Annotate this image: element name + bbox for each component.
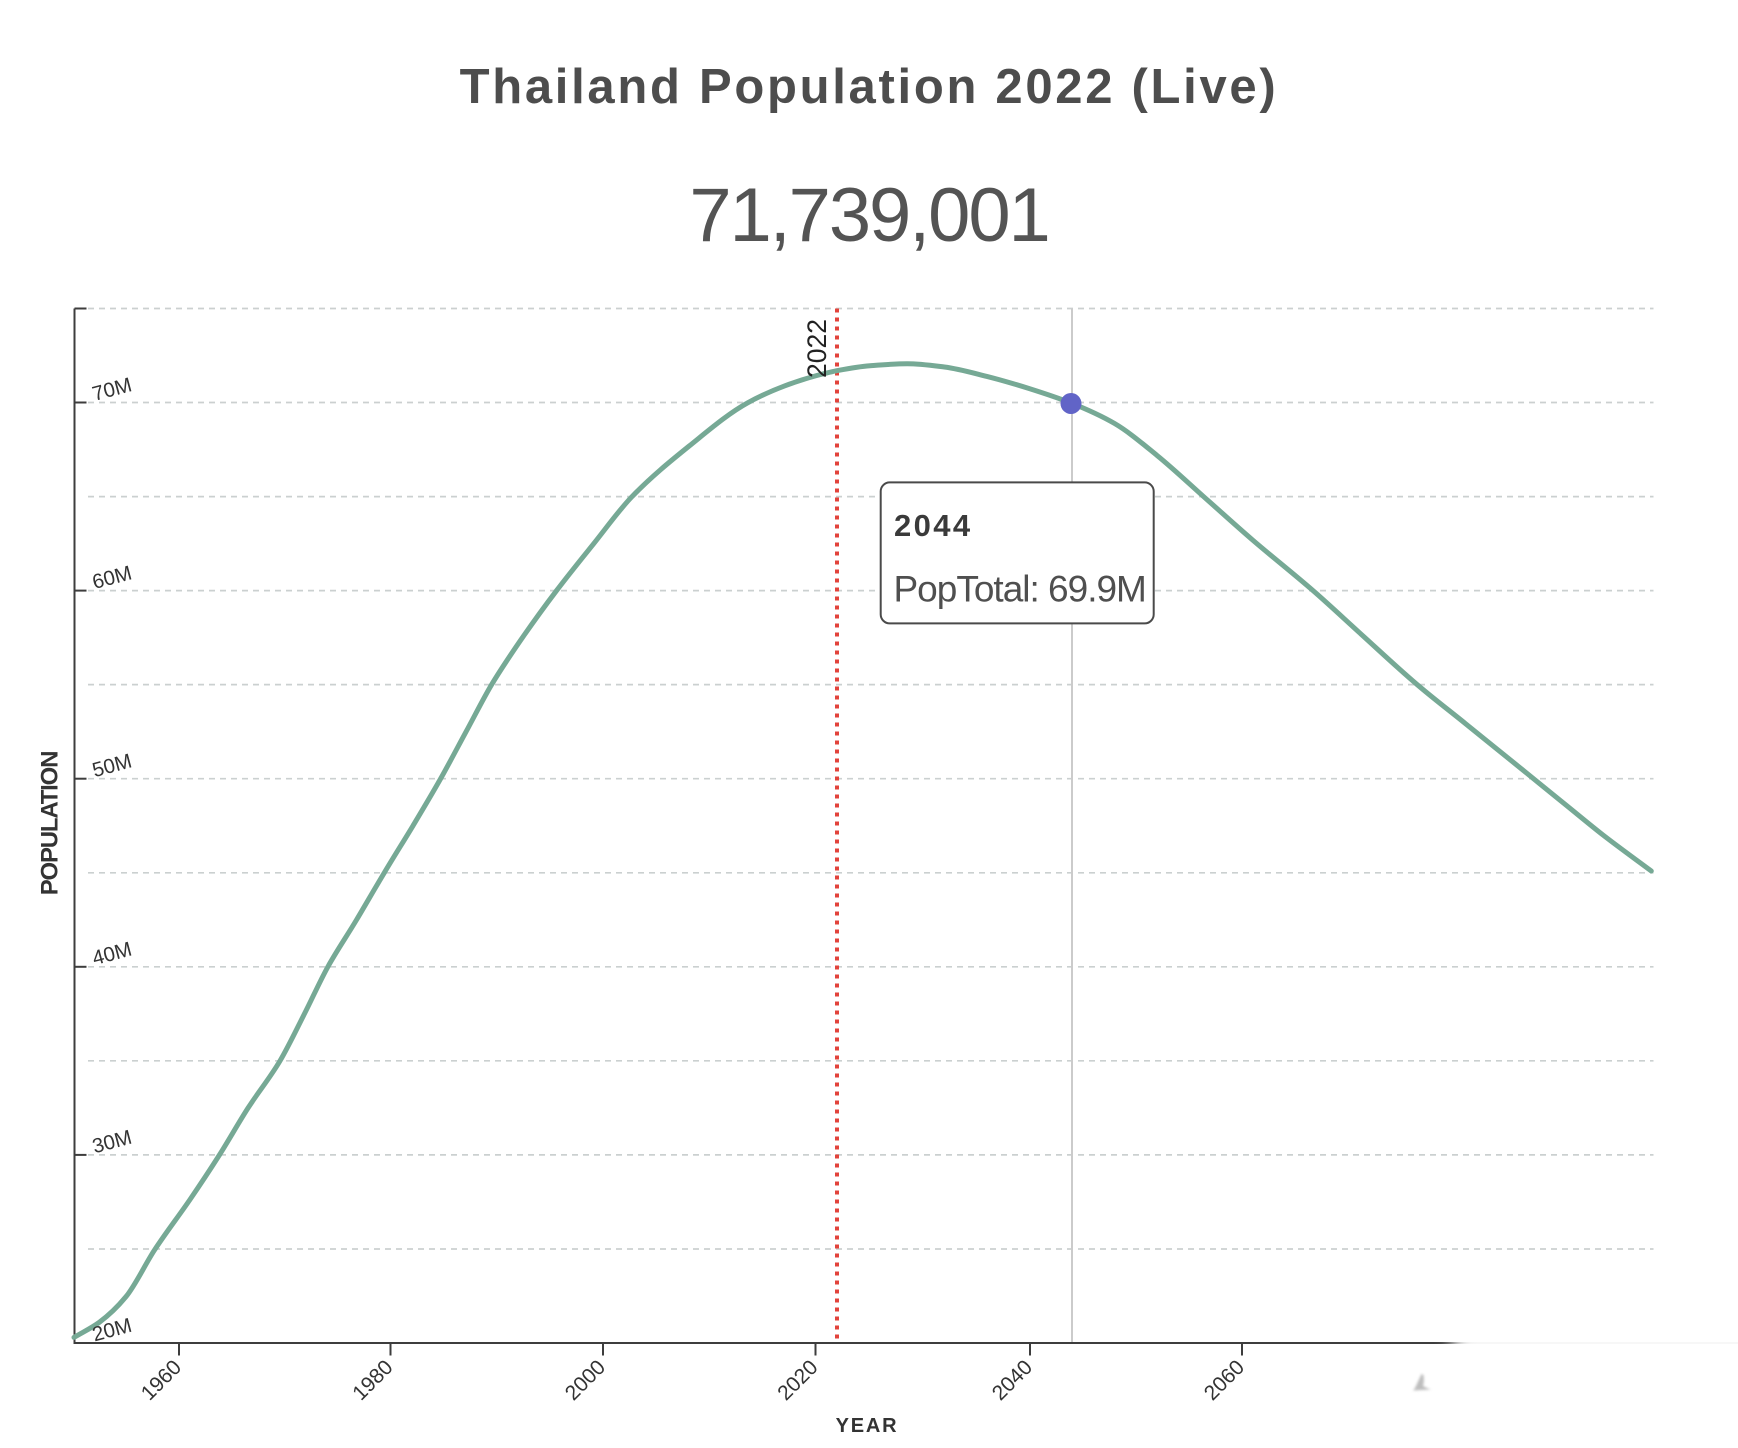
svg-text:60M: 60M — [90, 561, 134, 594]
svg-text:40M: 40M — [90, 938, 134, 971]
svg-text:2040: 2040 — [988, 1356, 1037, 1405]
svg-text:30M: 30M — [90, 1126, 134, 1159]
svg-text:2020: 2020 — [773, 1356, 822, 1405]
svg-text:2022: 2022 — [802, 319, 832, 378]
svg-text:1980: 1980 — [348, 1356, 397, 1405]
svg-text:1960: 1960 — [137, 1356, 186, 1405]
svg-text:20M: 20M — [90, 1314, 134, 1347]
svg-text:2000: 2000 — [561, 1356, 610, 1405]
svg-text:POPULATION: POPULATION — [37, 752, 64, 896]
svg-text:PopTotal: 69.9M: PopTotal: 69.9M — [894, 569, 1146, 610]
svg-text:2044: 2044 — [894, 508, 973, 543]
svg-text:2060: 2060 — [1200, 1356, 1249, 1405]
svg-text:YEAR: YEAR — [836, 1415, 899, 1437]
svg-text:50M: 50M — [90, 749, 134, 782]
svg-text:70M: 70M — [90, 373, 134, 406]
